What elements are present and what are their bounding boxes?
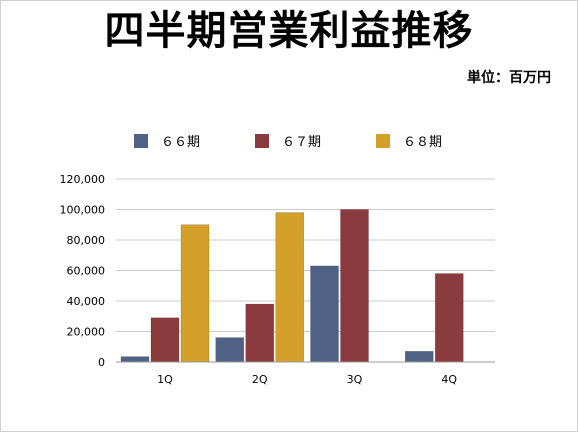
bar-4Q-series-1 <box>404 351 434 363</box>
x-tick-label: 1Q <box>157 373 173 386</box>
bar-4Q-series-2 <box>434 273 464 363</box>
y-tick-label: 120,000 <box>60 173 106 186</box>
y-tick-label: 40,000 <box>67 295 106 308</box>
legend-label: ６８期 <box>403 135 442 150</box>
bar-3Q-series-1 <box>310 265 339 363</box>
x-tick-label: 4Q <box>441 373 457 386</box>
unit-label: 単位：百万円 <box>467 70 551 86</box>
y-tick-label: 80,000 <box>67 234 106 247</box>
page-title: 四半期営業利益推移 <box>104 8 474 54</box>
y-tick-label: 100,000 <box>60 204 106 217</box>
legend-label: ６７期 <box>282 135 321 150</box>
bar-2Q-series-1 <box>215 337 245 363</box>
x-tick-label: 2Q <box>252 373 268 386</box>
bar-3Q-series-2 <box>340 209 369 363</box>
bar-2Q-series-3 <box>275 212 305 363</box>
legend-swatch <box>255 134 269 148</box>
legend-label: ６６期 <box>161 135 200 150</box>
y-tick-label: 0 <box>98 356 105 369</box>
bar-1Q-series-2 <box>150 317 180 363</box>
bar-1Q-series-3 <box>180 224 210 363</box>
x-axis-ticks: 1Q 2Q 3Q 4Q <box>157 373 457 386</box>
chart-legend: ６６期 ６７期 ６８期 <box>134 134 442 150</box>
y-tick-label: 60,000 <box>67 265 106 278</box>
y-tick-label: 20,000 <box>67 326 106 339</box>
bar-1Q-series-1 <box>120 356 150 363</box>
chart-bars <box>120 209 464 363</box>
legend-swatch <box>134 134 148 148</box>
y-axis-ticks: 0 20,000 40,000 60,000 80,000 100,000 120,000 <box>60 173 106 369</box>
chart-gridlines <box>116 178 495 332</box>
legend-swatch <box>376 134 390 148</box>
bar-2Q-series-2 <box>245 303 275 363</box>
x-tick-label: 3Q <box>347 373 363 386</box>
